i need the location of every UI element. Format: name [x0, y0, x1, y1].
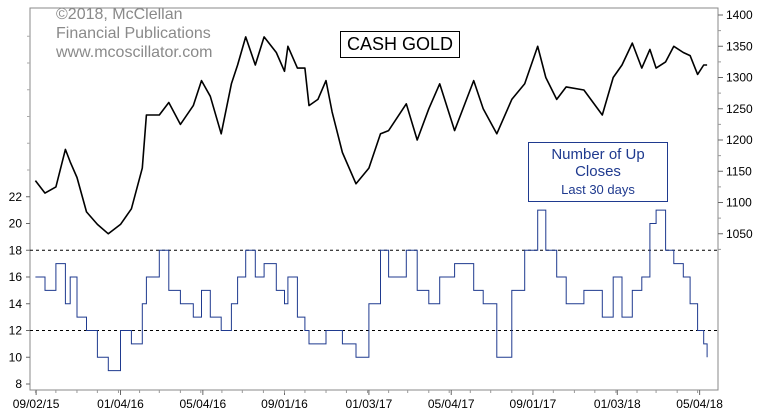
- y-tick-label-right: 1300: [726, 71, 753, 85]
- x-tick-label: 05/04/18: [676, 397, 723, 411]
- x-tick-label: 01/04/16: [97, 397, 144, 411]
- y-tick-label-left: 18: [9, 243, 23, 257]
- x-tick-label: 09/02/15: [13, 397, 60, 411]
- y-tick-label-right: 1200: [726, 133, 753, 147]
- x-tick-label: 05/04/17: [428, 397, 475, 411]
- legend-title: Number of Up Closes: [551, 146, 645, 180]
- legend-subtitle: Last 30 days: [561, 182, 635, 197]
- axis-layer: 1050 1100 1150 1200 1250 1300 1350 1400 8 10 12 14 1…: [9, 8, 753, 411]
- series-layer: [34, 36, 708, 372]
- y-tick-label-right: 1350: [726, 39, 753, 53]
- y-tick-label-right: 1150: [726, 164, 752, 178]
- y-tick-label-left: 8: [15, 377, 22, 391]
- copyright-line: www.mcoscillator.com: [56, 44, 213, 61]
- copyright-line: Financial Publications: [56, 25, 211, 42]
- y-tick-label-right: 1050: [726, 227, 753, 241]
- gold-price-line: [34, 36, 708, 235]
- y-tick-label-left: 10: [9, 350, 23, 364]
- up-closes-line: [35, 209, 708, 372]
- copyright-line: ©2018, McClellan: [56, 6, 183, 23]
- y-tick-label-right: 1400: [726, 8, 753, 22]
- y-tick-label-left: 20: [9, 217, 23, 231]
- y-tick-label-left: 14: [9, 297, 23, 311]
- y-tick-label-left: 16: [9, 270, 23, 284]
- grid-layer: [30, 249, 718, 331]
- x-tick-label: 09/01/16: [261, 397, 308, 411]
- copyright-text: ©2018, McClellan Financial Publications ww…: [56, 5, 212, 62]
- legend-box: Number of Up Closes Last 30 days: [528, 142, 668, 202]
- x-tick-label: 01/03/17: [346, 397, 393, 411]
- y-tick-label-left: 12: [9, 324, 23, 338]
- x-tick-label: 09/01/17: [510, 397, 557, 411]
- y-tick-label-left: 22: [9, 190, 23, 204]
- x-tick-label: 01/03/18: [594, 397, 641, 411]
- y-tick-label-right: 1100: [726, 196, 752, 210]
- x-tick-label: 05/04/16: [179, 397, 226, 411]
- chart-title: CASH GOLD: [340, 31, 461, 58]
- y-tick-label-right: 1250: [726, 102, 753, 116]
